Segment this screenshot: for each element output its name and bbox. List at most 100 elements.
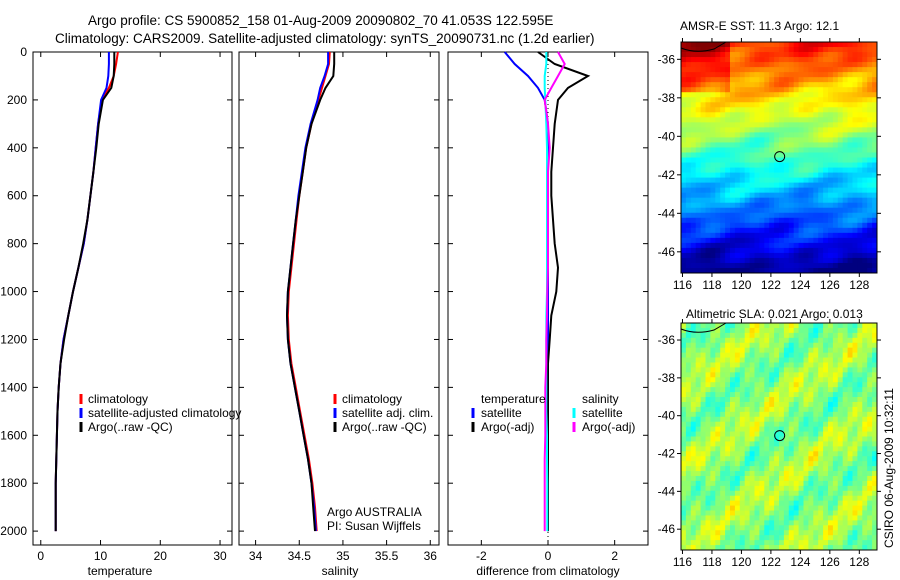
map-cell [749, 107, 755, 113]
map-cell [813, 112, 819, 118]
map-cell [847, 127, 853, 133]
map-cell [779, 127, 785, 133]
map-cell [847, 122, 853, 128]
map-cell [818, 72, 824, 78]
map-cell [725, 67, 731, 73]
map-cell [867, 252, 873, 259]
map-cell [852, 530, 858, 536]
map-cell [681, 177, 687, 184]
map-cell [700, 495, 706, 502]
map-cell [818, 485, 824, 492]
map-cell [695, 167, 701, 173]
map-cell [832, 117, 839, 123]
map-cell [857, 441, 863, 447]
map-cell [681, 426, 687, 432]
map-cell [828, 446, 834, 452]
map-cell [798, 485, 804, 492]
map-cell [769, 352, 775, 358]
map-cell [685, 461, 692, 467]
map-cell [832, 367, 839, 373]
map-cell [867, 202, 873, 209]
map-cell [862, 540, 868, 546]
map-cell [695, 426, 701, 432]
map-cell [823, 372, 829, 378]
map-cell [730, 137, 736, 143]
map-cell [690, 122, 697, 128]
map-cell [823, 377, 829, 383]
map-cell [867, 137, 873, 143]
map-cell [730, 132, 736, 138]
map-cell [847, 461, 853, 467]
map-cell [808, 525, 814, 531]
map-cell [710, 167, 716, 173]
map-cell [705, 52, 711, 58]
map-cell [813, 535, 819, 541]
map-cell [803, 47, 809, 53]
map-cell [803, 152, 809, 158]
map-cell [715, 257, 721, 264]
map-cell [818, 545, 824, 551]
map-cell [715, 406, 721, 413]
map-cell [725, 505, 731, 511]
map-cell [867, 42, 873, 48]
map-cell [715, 545, 721, 551]
map-cell [828, 117, 834, 123]
map-cell [710, 352, 716, 358]
map-cell [779, 172, 785, 178]
map-cell [788, 87, 795, 93]
map-cell [730, 262, 736, 269]
map-cell [705, 441, 711, 447]
map-cell [764, 87, 770, 93]
map-cell [818, 495, 824, 502]
map-cell [832, 212, 839, 219]
map-cell [862, 262, 868, 269]
map-cell [730, 545, 736, 551]
map-cell [808, 197, 814, 204]
map-cell [715, 117, 721, 123]
map-cell [749, 367, 755, 373]
map-cell [867, 167, 873, 173]
map-cell [847, 57, 853, 63]
map-cell [695, 47, 701, 53]
map-cell [793, 102, 799, 108]
map-cell [813, 192, 819, 199]
map-cell [783, 207, 790, 214]
map-cell [803, 446, 809, 452]
map-cell [734, 182, 741, 189]
map-cell [715, 387, 721, 393]
map-cell [788, 137, 795, 143]
map-cell [862, 525, 868, 531]
map-cell [803, 232, 809, 239]
map-cell [808, 242, 814, 249]
map-cell [700, 421, 706, 428]
map-cell [867, 387, 873, 393]
map-cell [685, 387, 692, 393]
map-cell [803, 157, 809, 163]
map-cell [700, 77, 706, 83]
map-cell [798, 466, 804, 472]
map-cell [725, 480, 731, 487]
map-cell [730, 382, 736, 388]
map-cell [818, 192, 824, 199]
map-cell [842, 535, 848, 541]
map-cell [739, 347, 746, 353]
map-cell [828, 401, 834, 408]
map-cell [749, 332, 755, 339]
map-cell [847, 212, 853, 219]
map-cell [783, 500, 790, 506]
map-cell [730, 207, 736, 214]
map-cell [818, 117, 824, 123]
map-cell [872, 222, 878, 229]
map-cell [695, 67, 701, 73]
map-cell [739, 87, 746, 93]
map-cell [734, 262, 741, 269]
map-cell [842, 67, 848, 73]
map-cell [788, 357, 795, 363]
map-cell [872, 137, 878, 143]
map-cell [685, 167, 692, 173]
map-cell [828, 127, 834, 133]
map-cell [857, 485, 863, 492]
map-cell [774, 456, 780, 462]
map-cell [700, 97, 706, 103]
map-cell [700, 252, 706, 259]
